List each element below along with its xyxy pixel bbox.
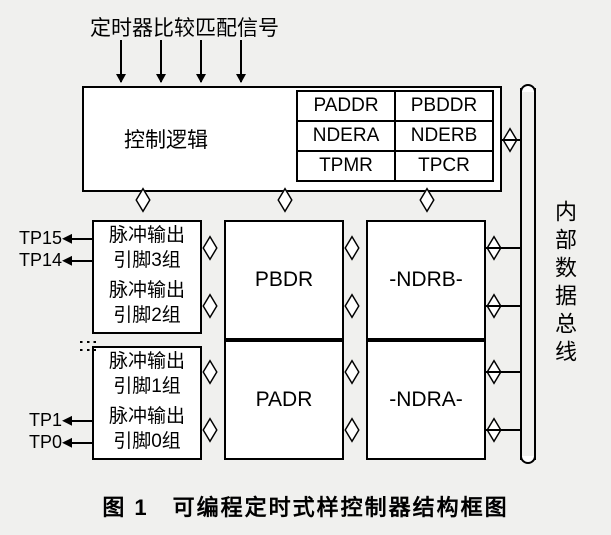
- figure-caption: 图 1 可编程定时式样控制器结构框图: [0, 490, 611, 522]
- pulse-group-0: 脉冲输出 引脚0组: [92, 402, 202, 460]
- conn-diamond-col3: [420, 190, 434, 210]
- conn-c1c2-r2: [203, 296, 217, 316]
- conn-diamond-col1: [136, 190, 150, 210]
- reg-paddr: PADDR: [297, 91, 395, 121]
- bus-label: 内部数据总线: [548, 200, 580, 368]
- timer-arrow-2: [160, 40, 162, 82]
- pin-tp0: TP0: [8, 432, 62, 453]
- timer-arrow-3: [200, 40, 202, 82]
- reg-tpcr: TPCR: [395, 151, 493, 181]
- ndrb-label: -NDRB-: [389, 268, 463, 292]
- conn-diamond-col2: [278, 190, 292, 210]
- bus-line-right: [534, 88, 536, 460]
- pbdr-block: PBDR: [224, 220, 344, 340]
- block-diagram: 定时器比较匹配信号 控制逻辑 PADDR PBDDR NDERA NDERB T…: [0, 0, 611, 535]
- pin-tp1: TP1: [8, 410, 62, 431]
- pin-tp15: TP15: [8, 228, 62, 249]
- conn-c2c3-r3: [345, 362, 359, 382]
- reg-pbddr: PBDDR: [395, 91, 493, 121]
- control-logic-label: 控制逻辑: [124, 124, 208, 154]
- pulse-group-2: 脉冲输出 引脚2组: [92, 276, 202, 334]
- padr-block: PADR: [224, 340, 344, 460]
- top-signal-label: 定时器比较匹配信号: [90, 12, 279, 42]
- pin-tp14: TP14: [8, 250, 62, 271]
- timer-arrow-1: [120, 40, 122, 82]
- bus-line-left: [520, 88, 522, 460]
- padr-label: PADR: [256, 388, 313, 412]
- ndra-block: -NDRA-: [366, 340, 486, 460]
- pulse-group-1: 脉冲输出 引脚1组: [92, 346, 202, 404]
- pbdr-label: PBDR: [255, 268, 313, 292]
- conn-c1c2-r1: [203, 238, 217, 258]
- conn-c1c2-r3: [203, 362, 217, 382]
- timer-arrow-4: [240, 40, 242, 82]
- conn-c2c3-r4: [345, 420, 359, 440]
- reg-tpmr: TPMR: [297, 151, 395, 181]
- pulse-group-3: 脉冲输出 引脚3组: [92, 220, 202, 278]
- ndra-label: -NDRA-: [389, 388, 463, 412]
- ndrb-block: -NDRB-: [366, 220, 486, 340]
- conn-c2c3-r2: [345, 296, 359, 316]
- conn-c1c2-r4: [203, 420, 217, 440]
- register-table: PADDR PBDDR NDERA NDERB TPMR TPCR: [296, 90, 494, 182]
- reg-nderb: NDERB: [395, 121, 493, 151]
- reg-ndera: NDERA: [297, 121, 395, 151]
- conn-c2c3-r1: [345, 238, 359, 258]
